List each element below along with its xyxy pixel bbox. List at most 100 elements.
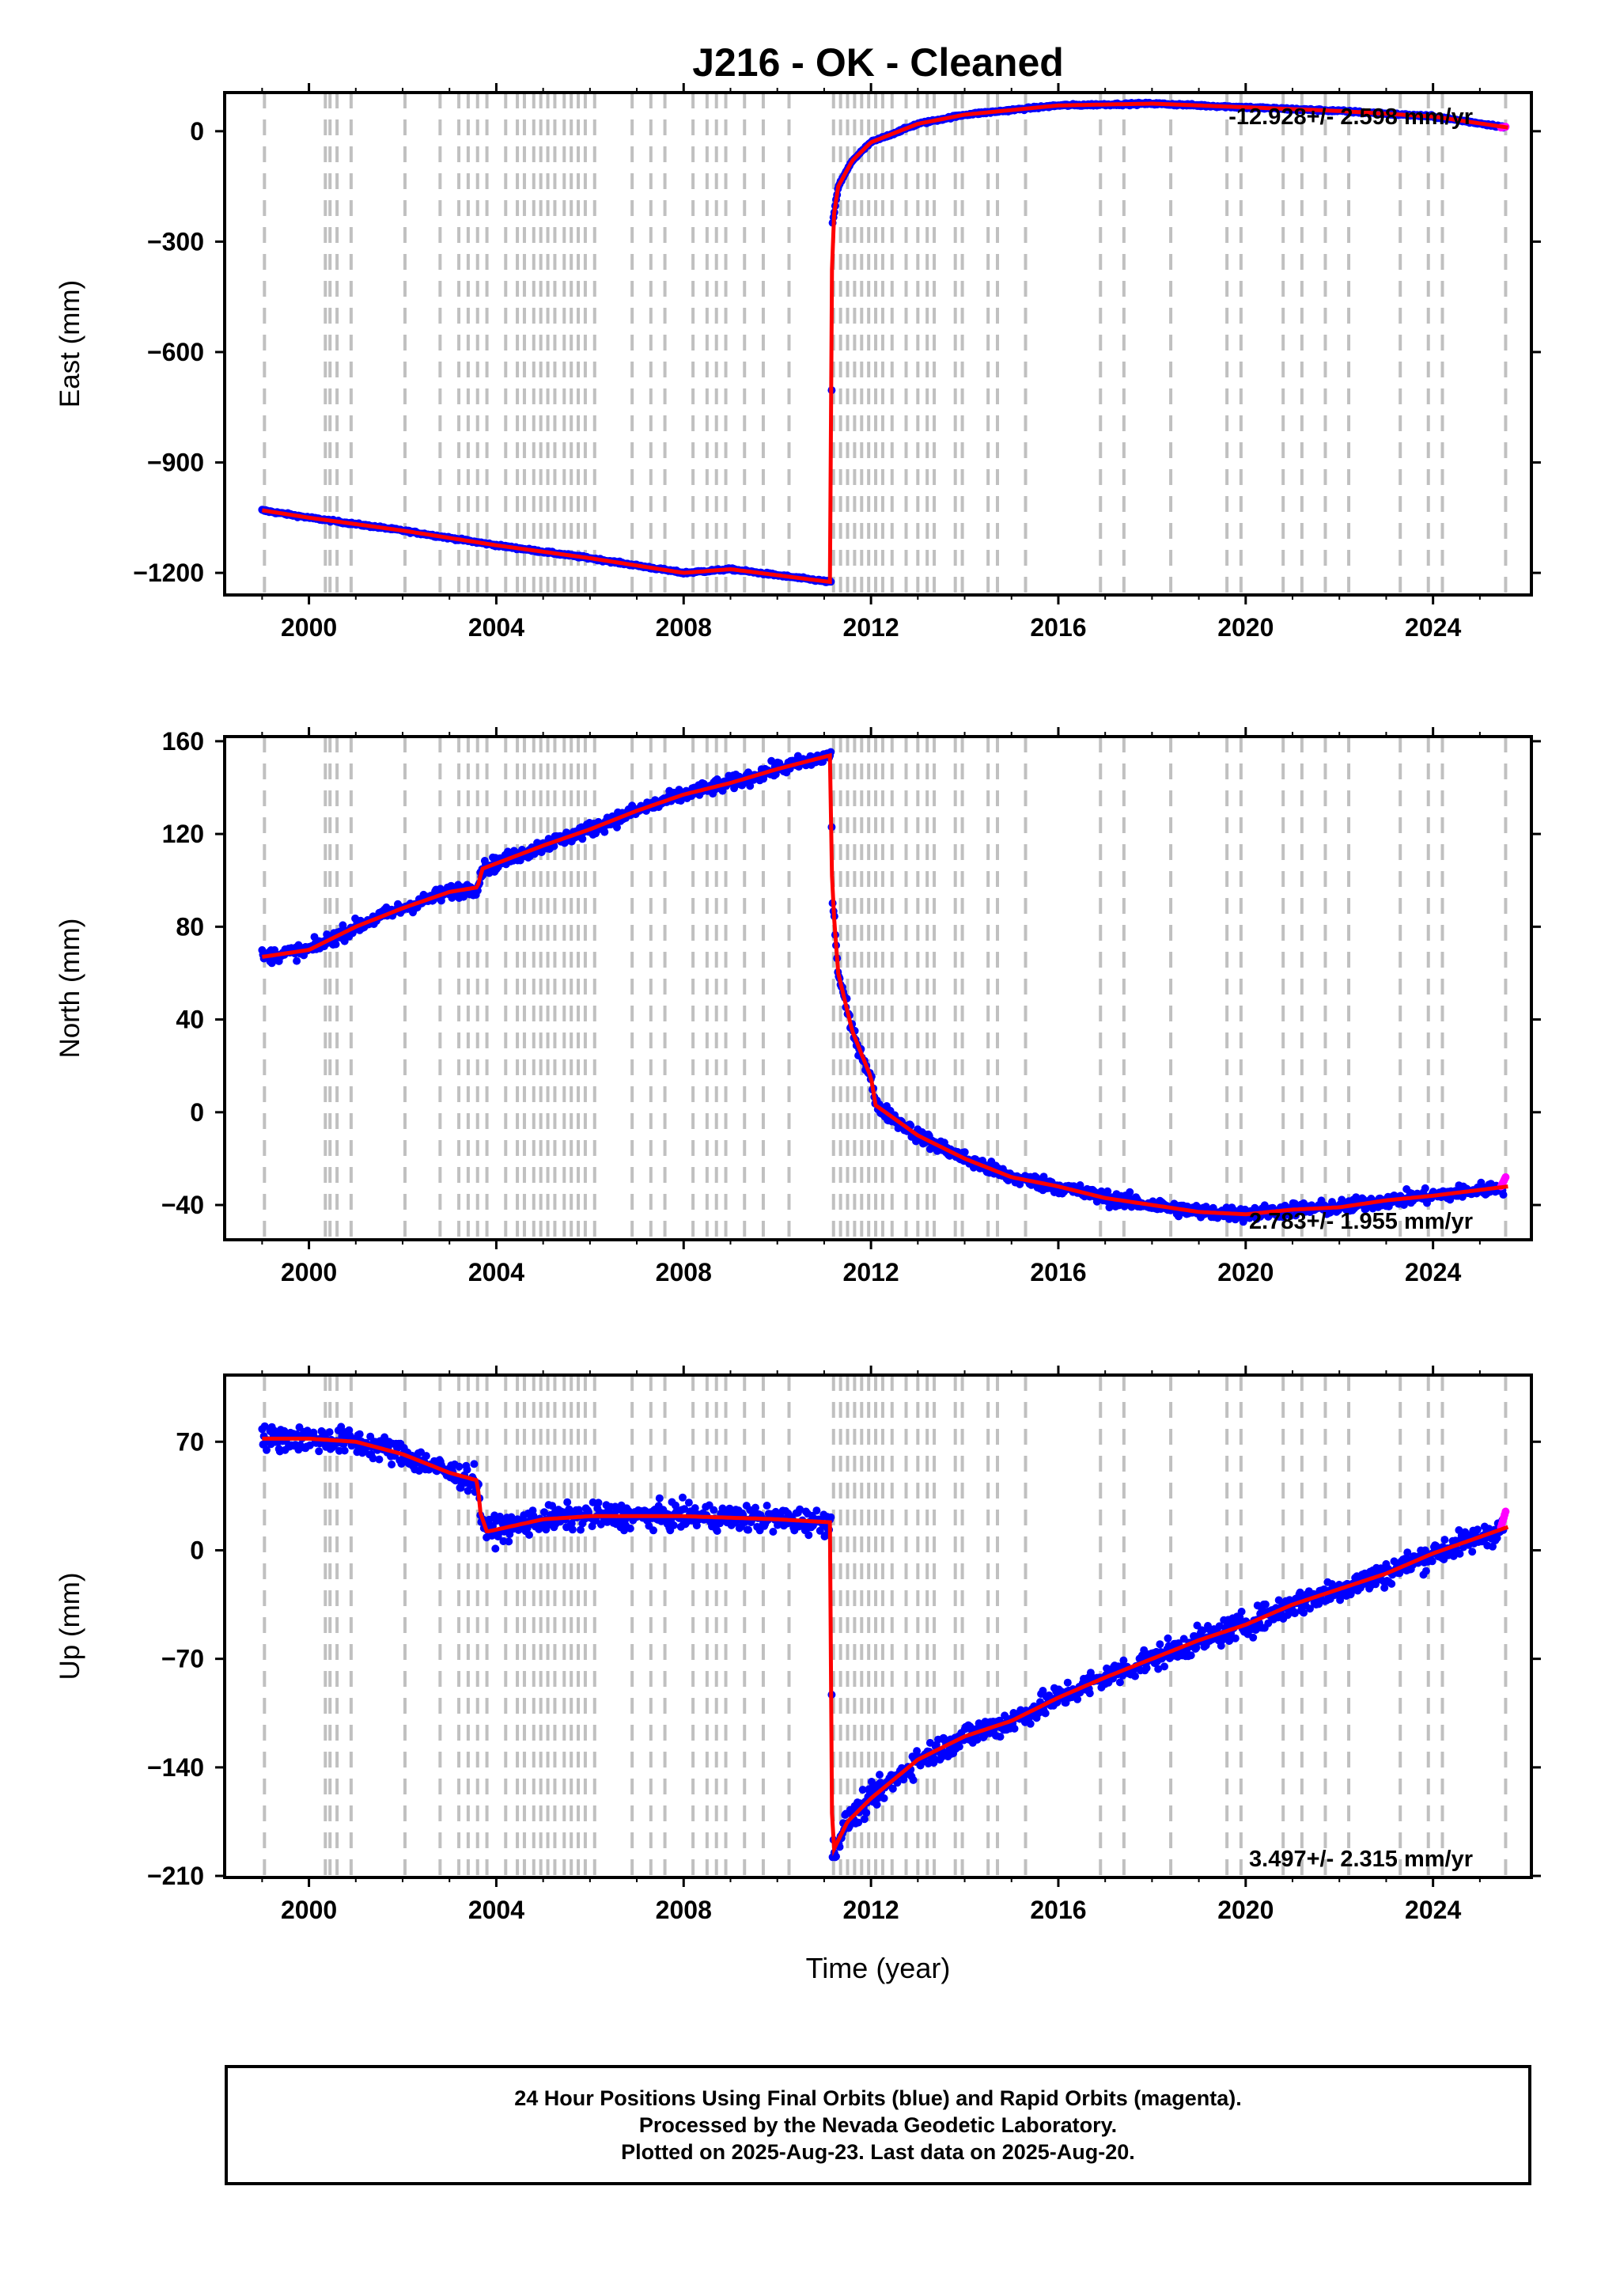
plot-frame — [223, 735, 1533, 1241]
data-point — [1403, 1548, 1412, 1557]
data-point — [600, 828, 609, 836]
y-tick-label: −140 — [147, 1753, 204, 1782]
y-tick-label: −40 — [161, 1191, 204, 1219]
data-point — [568, 1525, 577, 1534]
data-point — [888, 1784, 897, 1793]
y-tick-label: −300 — [147, 227, 204, 256]
data-point — [744, 1525, 752, 1534]
data-point — [1119, 1656, 1128, 1665]
data-point — [1063, 1678, 1072, 1687]
data-point — [548, 1502, 557, 1510]
data-point — [1164, 1634, 1172, 1642]
data-point — [1073, 1695, 1082, 1703]
data-point — [540, 1508, 548, 1517]
y-tick-label: 0 — [190, 1098, 204, 1127]
plot-frame — [223, 91, 1533, 597]
y-tick-label: 120 — [162, 820, 204, 848]
footer-line-2: Processed by the Nevada Geodetic Laborat… — [638, 2113, 1118, 2137]
data-point — [422, 1452, 430, 1461]
x-tick-label: 2012 — [843, 1896, 899, 1924]
data-point — [1421, 1184, 1429, 1192]
rapid-orbit-point — [1501, 1507, 1510, 1516]
data-point — [340, 1446, 349, 1455]
data-point — [1249, 1633, 1258, 1642]
data-point — [496, 1512, 504, 1521]
data-point — [1010, 1724, 1019, 1733]
data-point — [1489, 1542, 1497, 1551]
model-line — [262, 752, 1508, 1217]
data-point — [525, 1531, 533, 1539]
data-point — [827, 1513, 835, 1521]
data-point — [876, 1771, 884, 1779]
data-point — [804, 1531, 813, 1540]
model-line — [262, 1436, 1509, 1857]
rate-annotation: 2.783+/- 1.955 mm/yr — [1249, 1209, 1473, 1234]
data-point — [516, 856, 524, 865]
x-tick-label: 2004 — [468, 1896, 524, 1924]
data-point — [996, 1733, 1005, 1741]
x-tick-label: 2020 — [1217, 1896, 1274, 1924]
data-point — [767, 756, 776, 765]
panel-2: 2000 2004 2008 2012 2016 2020 2024 160 120 80 40 0 −… — [55, 727, 1541, 1286]
data-point — [1085, 1689, 1094, 1698]
data-point — [680, 1505, 689, 1514]
data-point — [455, 1462, 464, 1471]
y-tick-label: −1200 — [133, 559, 204, 587]
y-tick-label: −70 — [161, 1645, 204, 1673]
y-tick-label: 80 — [176, 912, 204, 941]
data-point — [1261, 1600, 1270, 1608]
data-point — [1493, 1534, 1501, 1542]
data-point — [293, 957, 301, 965]
data-point — [337, 1423, 346, 1431]
data-point — [858, 1786, 867, 1794]
data-point — [1209, 1203, 1217, 1212]
x-tick-label: 2016 — [1030, 1896, 1086, 1924]
data-point — [937, 1752, 946, 1761]
data-point — [960, 1148, 969, 1157]
data-point — [1231, 1634, 1240, 1642]
data-point — [796, 1505, 804, 1514]
y-tick-label: 40 — [176, 1006, 204, 1034]
panel-1: 2000 2004 2008 2012 2016 2020 2024 0 −300 −600 −90… — [55, 83, 1541, 642]
data-point — [594, 1498, 603, 1507]
x-tick-label: 2016 — [1030, 1258, 1086, 1286]
data-point — [577, 1525, 585, 1534]
data-point — [872, 1801, 881, 1809]
data-point — [626, 1524, 634, 1533]
data-point — [816, 1526, 824, 1535]
x-tick-label: 2024 — [1405, 1258, 1461, 1286]
data-point — [1198, 1627, 1207, 1635]
data-point — [263, 1445, 271, 1454]
data-point — [1380, 1583, 1389, 1592]
x-tick-label: 2024 — [1405, 613, 1461, 642]
data-point — [260, 1422, 269, 1430]
x-tick-label: 2016 — [1030, 613, 1086, 642]
data-point — [1140, 1646, 1149, 1654]
y-tick-label: 0 — [190, 1536, 204, 1564]
data-point — [1131, 1672, 1139, 1680]
data-point — [812, 1506, 821, 1515]
data-point — [1142, 1664, 1151, 1673]
footer-line-3: Plotted on 2025-Aug-23. Last data on 202… — [621, 2140, 1135, 2164]
data-point — [544, 835, 553, 843]
data-point — [1306, 1605, 1314, 1613]
panels: 2000 2004 2008 2012 2016 2020 2024 0 −300 −600 −90… — [55, 83, 1541, 1924]
data-point — [909, 1775, 918, 1784]
y-axis-label: Up (mm) — [55, 1572, 85, 1680]
data-point — [1126, 1188, 1134, 1196]
data-point — [369, 1454, 377, 1463]
rapid-orbit-point — [1501, 1173, 1510, 1181]
footer-line-1: 24 Hour Positions Using Final Orbits (bl… — [514, 2086, 1242, 2110]
y-tick-label: −900 — [147, 449, 204, 477]
data-point — [375, 1455, 384, 1464]
data-point — [1217, 1642, 1225, 1650]
y-tick-label: −600 — [147, 338, 204, 366]
plot-frame — [223, 1373, 1533, 1879]
x-tick-label: 2008 — [656, 613, 712, 642]
data-point — [1237, 1608, 1246, 1616]
chart-title: J216 - OK - Cleaned — [692, 40, 1064, 85]
data-point — [672, 1501, 679, 1510]
data-point — [463, 1465, 471, 1474]
data-point — [973, 1735, 982, 1744]
